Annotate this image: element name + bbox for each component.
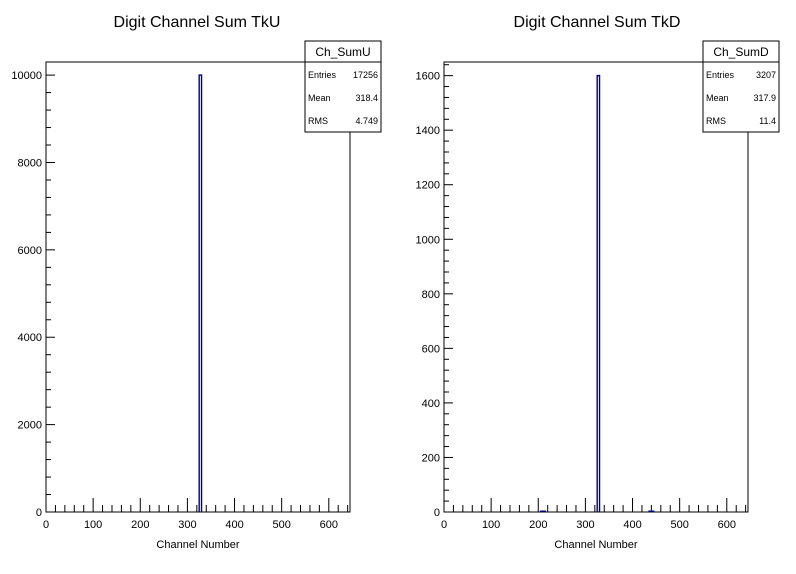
y-tick-label: 8000 [18,157,42,169]
stats-box [702,40,780,133]
stats-label: RMS [706,116,726,126]
stats-name: Ch_SumU [315,45,370,59]
y-tick-label: 800 [422,289,440,301]
x-tick-label: 400 [623,519,641,531]
stats-value: 317.9 [753,93,776,103]
stats-value: 4.749 [355,116,378,126]
x-tick-label: 100 [482,519,500,531]
stats-value: 11.4 [759,116,776,126]
y-tick-label: 0 [434,507,440,519]
x-tick-label: 100 [84,519,102,531]
y-tick-label: 4000 [18,332,42,344]
x-tick-label: 0 [441,519,447,531]
x-axis-label: Channel Number [156,539,239,551]
y-tick-label: 400 [422,398,440,410]
y-tick-label: 200 [422,452,440,464]
stats-label: Mean [308,93,331,103]
stats-box [304,40,382,133]
x-axis-label: Channel Number [554,539,637,551]
stats-label: Entries [706,70,735,80]
x-tick-label: 0 [43,519,49,531]
histogram-bin [198,74,203,512]
y-tick-label: 10000 [11,70,42,82]
histogram-bin [596,74,601,512]
y-tick-label: 1600 [416,71,440,83]
x-tick-label: 600 [320,519,338,531]
stats-value: 318.4 [355,93,378,103]
y-tick-label: 1200 [416,180,440,192]
chart-title: Digit Channel Sum TkD [514,14,681,31]
stats-name: Ch_SumD [713,45,769,59]
histogram-panel-1: Digit Channel Sum TkU0200040006000800010… [11,14,382,551]
stats-label: Mean [706,93,729,103]
y-tick-label: 6000 [18,245,42,257]
stats-label: RMS [308,116,328,126]
histogram-bin [648,510,655,512]
x-tick-label: 500 [670,519,688,531]
chart-title: Digit Channel Sum TkU [114,14,281,31]
stats-value: 3207 [756,70,776,80]
x-tick-label: 200 [529,519,547,531]
y-tick-label: 1000 [416,234,440,246]
x-tick-label: 500 [272,519,290,531]
histogram-bin [539,510,547,512]
y-tick-label: 0 [36,507,42,519]
y-tick-label: 2000 [18,420,42,432]
x-tick-label: 300 [178,519,196,531]
histogram-panel-2: Digit Channel Sum TkD0200400600800100012… [416,14,780,551]
x-tick-label: 300 [576,519,594,531]
x-tick-label: 200 [131,519,149,531]
plot-frame [443,61,749,513]
y-tick-label: 600 [422,343,440,355]
stats-label: Entries [308,70,337,80]
y-tick-label: 1400 [416,125,440,137]
x-tick-label: 400 [225,519,243,531]
stats-value: 17256 [353,70,378,80]
x-tick-label: 600 [718,519,736,531]
plot-frame [45,61,351,513]
